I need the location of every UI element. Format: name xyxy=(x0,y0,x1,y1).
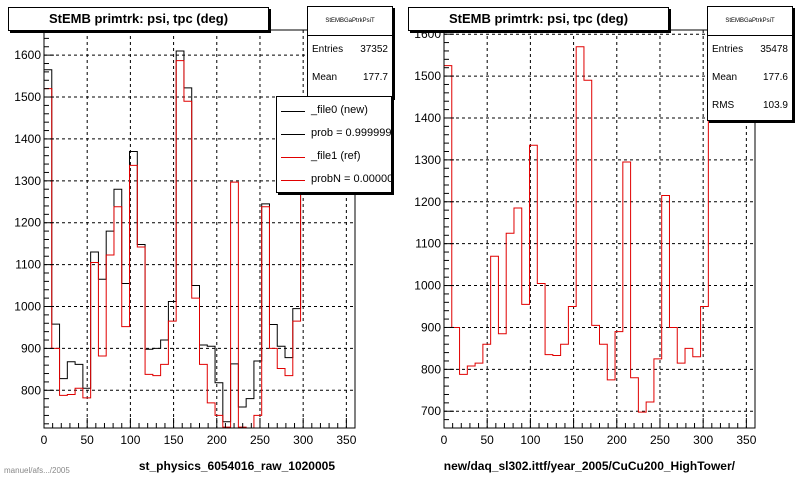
footer-note: manuel/afs.../2005 xyxy=(4,466,70,475)
chart1-y-tick-label: 1500 xyxy=(14,90,41,104)
legend-entry-file0: _file0 (new) xyxy=(277,101,391,121)
legend-label-prob: prob = 0.999999 xyxy=(311,127,392,139)
chart2-rms-value: 103.9 xyxy=(762,100,788,111)
chart2-entries-label: Entries xyxy=(712,44,744,55)
chart2-y-tick-label: 900 xyxy=(421,320,441,334)
legend-swatch-prob xyxy=(281,134,305,135)
legend-label-file0: _file0 (new) xyxy=(311,104,368,116)
chart2-x-tick-label: 250 xyxy=(650,433,670,447)
legend-swatch-file0 xyxy=(281,111,305,112)
legend-entry-file1: _file1 (ref) xyxy=(277,147,391,167)
chart2-entries-value: 35478 xyxy=(760,44,788,55)
legend-entry-probn: probN = 0.000000 xyxy=(277,170,392,190)
legend-entry-prob: prob = 0.999999 xyxy=(277,124,392,144)
legend-label-probn: probN = 0.000000 xyxy=(311,173,392,185)
chart1-x-axis-label: st_physics_6054016_raw_1020005 xyxy=(139,459,335,473)
chart2-x-tick-label: 350 xyxy=(736,433,756,447)
legend-swatch-file1 xyxy=(281,157,305,158)
chart1-x-tick-label: 50 xyxy=(81,433,95,447)
chart2-stats-rms-row: RMS 103.9 xyxy=(708,92,792,120)
chart1-y-tick-label: 1300 xyxy=(14,174,41,188)
chart1-y-tick-label: 1600 xyxy=(14,48,41,62)
chart1-entries-value: 37352 xyxy=(360,44,388,55)
chart1-legend: _file0 (new) prob = 0.999999 _file1 (ref… xyxy=(276,96,392,193)
chart2-y-tick-label: 1200 xyxy=(414,195,441,209)
chart1-entries-label: Entries xyxy=(312,44,344,55)
chart2-x-tick-label: 200 xyxy=(607,433,627,447)
chart1-stats-entries-row: Entries 37352 xyxy=(308,36,392,64)
chart2-stats-entries-row: Entries 35478 xyxy=(708,36,792,64)
chart2-y-tick-label: 800 xyxy=(421,362,441,376)
chart1-y-tick-label: 1200 xyxy=(14,216,41,230)
chart1-stats-mean-row: Mean 177.7 xyxy=(308,64,392,92)
chart2-stats-box: StEMBGaPtrkPsiT Entries 35478 Mean 177.6… xyxy=(707,6,793,121)
chart1-title: StEMB primtrk: psi, tpc (deg) xyxy=(8,7,269,31)
chart1-stats-name: StEMBGaPtrkPsiT xyxy=(308,7,392,36)
chart1-x-tick-label: 0 xyxy=(41,433,48,447)
chart1-y-tick-label: 900 xyxy=(21,341,41,355)
chart1-x-tick-label: 300 xyxy=(293,433,313,447)
chart2-x-axis-label: new/daq_sl302.ittf/year_2005/CuCu200_Hig… xyxy=(444,459,736,473)
chart2-y-tick-label: 1400 xyxy=(414,111,441,125)
chart1-series-2-line xyxy=(43,60,309,429)
chart1-stats-box: StEMBGaPtrkPsiT Entries 37352 Mean 177.7 xyxy=(307,6,393,98)
chart2-y-tick-label: 1000 xyxy=(414,279,441,293)
chart1-y-tick-label: 1400 xyxy=(14,132,41,146)
chart1-x-tick-label: 200 xyxy=(207,433,227,447)
chart2-x-tick-label: 100 xyxy=(520,433,540,447)
chart2-x-tick-label: 150 xyxy=(564,433,584,447)
chart2-title: StEMB primtrk: psi, tpc (deg) xyxy=(408,7,669,31)
legend-swatch-probn xyxy=(281,180,305,181)
chart2-x-tick-label: 50 xyxy=(481,433,495,447)
chart1-x-tick-label: 100 xyxy=(120,433,140,447)
chart2-x-tick-label: 300 xyxy=(693,433,713,447)
chart1-y-tick-label: 1100 xyxy=(15,258,41,272)
chart2-y-tick-label: 1500 xyxy=(414,69,441,83)
chart2-y-tick-label: 1300 xyxy=(414,153,441,167)
chart2-y-tick-label: 700 xyxy=(421,404,441,418)
chart1-mean-value: 177.7 xyxy=(362,72,388,83)
chart1-mean-label: Mean xyxy=(312,72,338,83)
chart2-mean-label: Mean xyxy=(712,72,738,83)
chart2-x-tick-label: 0 xyxy=(441,433,448,447)
chart2-stats-name: StEMBGaPtrkPsiT xyxy=(708,7,792,36)
chart2-rms-label: RMS xyxy=(712,100,735,111)
chart2-series-1-line xyxy=(443,46,717,428)
chart1-x-tick-label: 350 xyxy=(336,433,356,447)
chart1-y-tick-label: 800 xyxy=(21,383,41,397)
chart2-stats-mean-row: Mean 177.6 xyxy=(708,64,792,92)
chart2-mean-value: 177.6 xyxy=(762,72,788,83)
legend-label-file1: _file1 (ref) xyxy=(311,150,361,162)
chart2-y-tick-label: 1100 xyxy=(415,237,441,251)
chart1-x-tick-label: 250 xyxy=(250,433,270,447)
chart1-y-tick-label: 1000 xyxy=(14,300,41,314)
chart1-x-tick-label: 150 xyxy=(164,433,184,447)
